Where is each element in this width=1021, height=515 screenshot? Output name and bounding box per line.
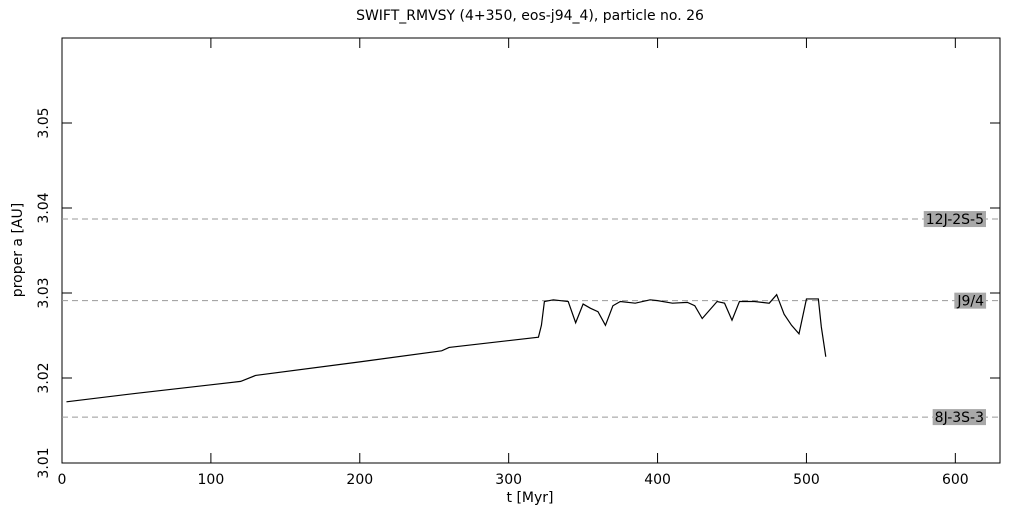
y-tick-label: 3.04 [36,192,52,223]
chart-title: SWIFT_RMVSY (4+350, eos-j94_4), particle… [356,8,704,24]
reference-label-bg [923,211,986,228]
x-tick-label: 500 [793,472,820,488]
reference-label-bg [954,292,987,309]
reference-label: J9/4 [956,294,984,310]
x-tick-label: 400 [644,472,671,488]
x-axis-label: t [Myr] [507,490,554,506]
plot-frame [61,37,1001,464]
x-tick-label: 300 [495,472,522,488]
reference-label: 12J-2S-5 [926,212,984,228]
y-tick-label: 3.02 [36,362,52,393]
data-line [66,293,827,403]
reference-label: 8J-3S-3 [935,410,984,426]
x-tick-label: 200 [346,472,373,488]
y-tick-label: 3.05 [36,107,52,138]
x-tick-label: 0 [58,472,67,488]
reference-label-bg [932,409,986,426]
y-axis-label: proper a [AU] [10,203,26,297]
y-tick-label: 3.01 [36,447,52,478]
x-tick-label: 100 [198,472,225,488]
x-tick-label: 600 [942,472,969,488]
y-tick-label: 3.03 [36,277,52,308]
